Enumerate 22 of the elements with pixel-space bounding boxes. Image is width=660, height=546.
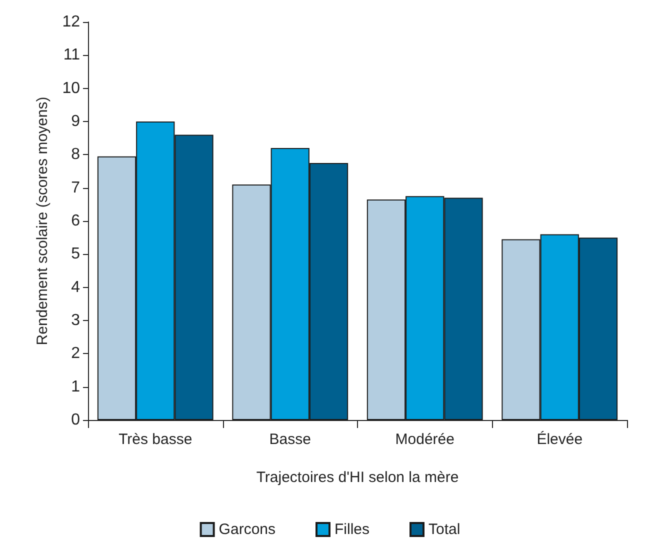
y-tick-label: 3	[71, 312, 80, 329]
y-tick-label: 11	[63, 46, 80, 64]
y-axis-title: Rendement scolaire (scores moyens)	[34, 96, 51, 346]
legend-label: Filles	[334, 521, 370, 538]
y-tick-label: 1	[71, 378, 80, 396]
y-tick-label: 9	[71, 113, 80, 130]
y-tick-label: 7	[71, 179, 80, 196]
y-tick-label: 0	[71, 412, 80, 428]
y-tick-label: 12	[62, 14, 80, 30]
legend-label: Garcons	[218, 521, 276, 538]
y-tick-label: 4	[71, 278, 80, 296]
y-tick-label: 6	[71, 212, 80, 230]
y-tick-label: 10	[62, 80, 80, 97]
y-tick-label: 2	[71, 345, 80, 362]
x-tick-label: Basse	[269, 431, 311, 448]
x-tick-label: Très basse	[118, 431, 192, 448]
y-tick-label: 5	[71, 246, 80, 263]
x-tick-label: Modérée	[395, 431, 454, 448]
x-axis-title: Trajectoires d'HI selon la mère	[256, 469, 459, 486]
x-tick-label: Élevée	[536, 430, 583, 448]
y-tick-label: 8	[71, 146, 80, 164]
legend-label: Total	[428, 521, 460, 538]
